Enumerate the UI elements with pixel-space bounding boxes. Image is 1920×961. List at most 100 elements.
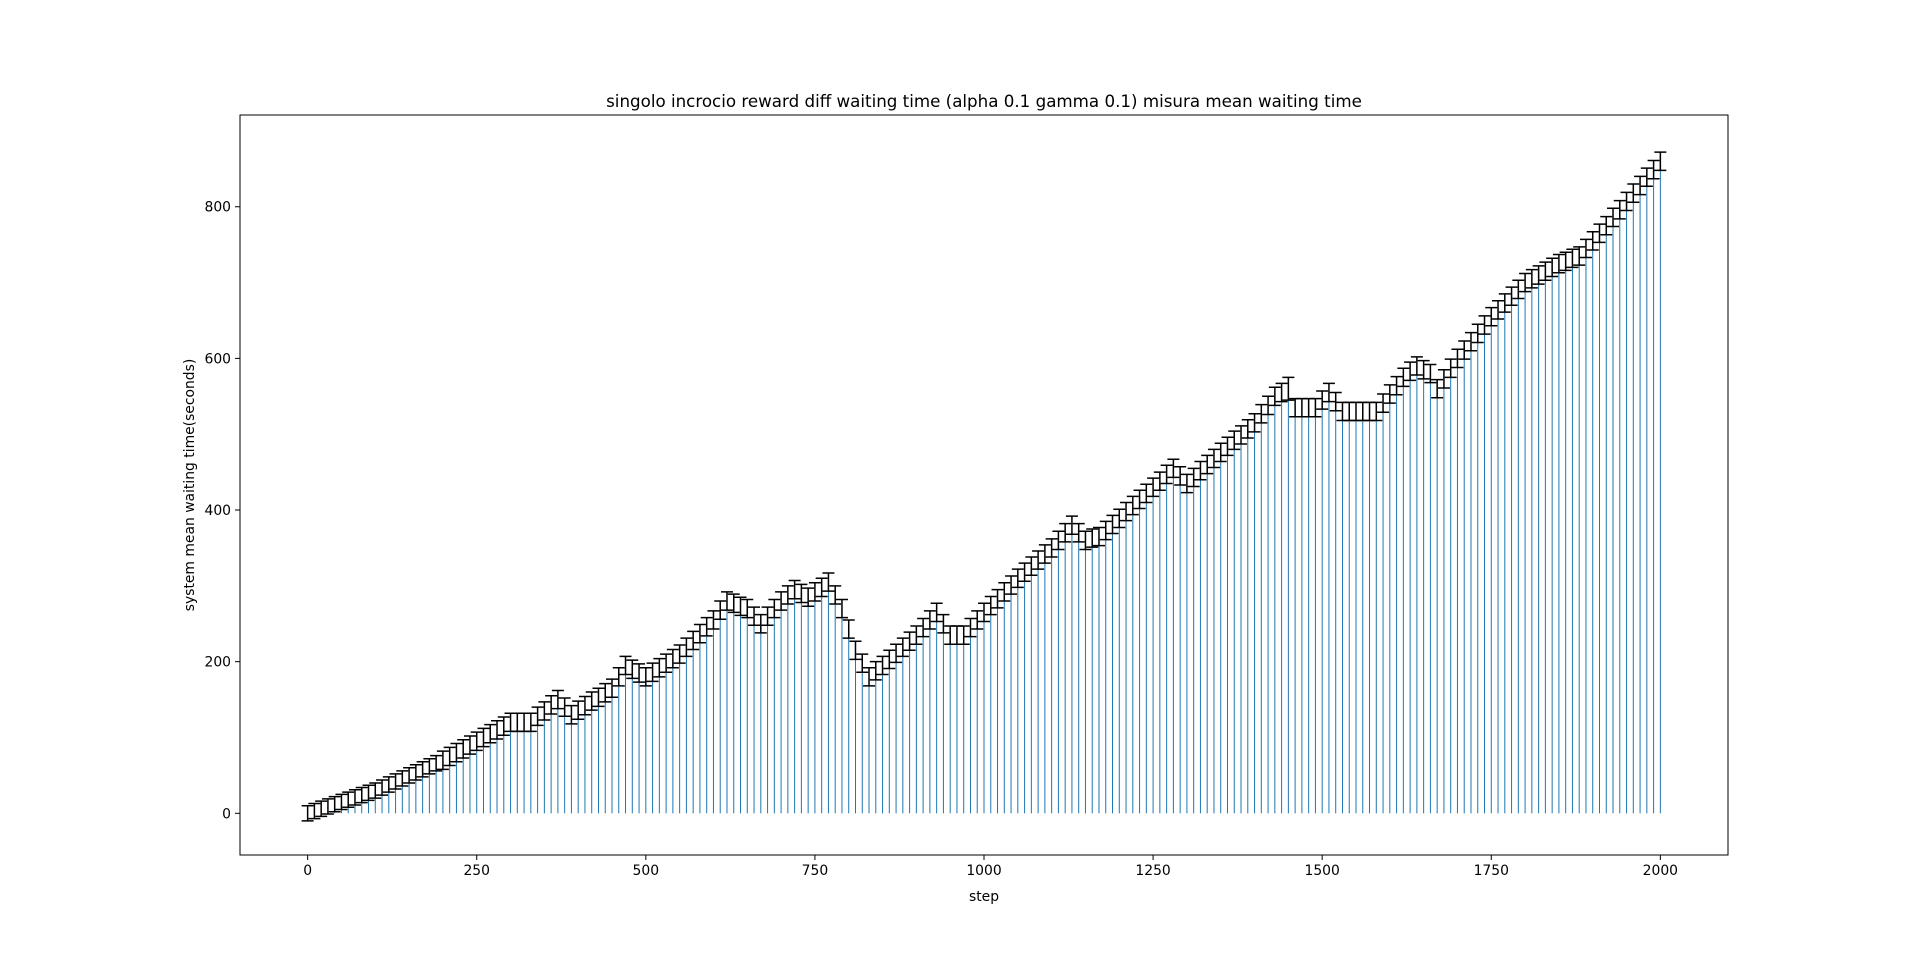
error-bar — [1410, 356, 1423, 376]
error-bar — [822, 572, 835, 592]
bar — [449, 756, 451, 814]
bar — [530, 722, 532, 814]
error-bar — [1471, 323, 1484, 344]
bar — [922, 627, 924, 814]
error-bar — [1444, 358, 1457, 379]
error-bar — [910, 625, 923, 645]
bar — [1355, 411, 1357, 814]
bar — [645, 676, 647, 814]
error-bar — [389, 773, 402, 790]
error-bar — [1634, 175, 1647, 196]
error-bar — [369, 782, 382, 799]
error-bar — [497, 716, 510, 736]
error-bar — [849, 640, 862, 661]
error-bar — [450, 742, 463, 763]
bar — [584, 705, 586, 814]
bar — [489, 733, 491, 814]
bar — [685, 647, 687, 814]
bar — [368, 792, 370, 814]
error-bar — [876, 655, 889, 676]
error-bar — [1180, 473, 1193, 494]
error-bar — [436, 750, 449, 771]
x-tick-label: 1750 — [1474, 863, 1509, 879]
bar — [692, 640, 694, 814]
error-bar — [1235, 425, 1248, 445]
error-bar — [653, 657, 666, 678]
bar — [834, 594, 836, 814]
bar — [422, 769, 424, 814]
error-bar — [741, 598, 754, 619]
error-bar — [1316, 390, 1329, 410]
error-bar — [416, 760, 429, 778]
error-bar — [971, 610, 984, 630]
bar — [1362, 411, 1364, 814]
error-bar — [1072, 522, 1085, 543]
error-bar — [1113, 508, 1126, 529]
bar — [1105, 530, 1107, 814]
bar — [1233, 440, 1235, 814]
bar — [1247, 428, 1249, 814]
bar — [929, 619, 931, 814]
error-bar — [470, 731, 483, 752]
error-bar — [1607, 207, 1620, 228]
bar — [807, 597, 809, 814]
error-bar — [1174, 466, 1187, 486]
error-bar — [1032, 550, 1045, 570]
error-bar — [1539, 261, 1552, 282]
error-bar — [396, 770, 409, 787]
bar — [712, 619, 714, 814]
bar — [1626, 201, 1628, 814]
bar — [381, 787, 383, 814]
bar — [455, 752, 457, 814]
error-bar — [457, 739, 470, 759]
bar — [726, 601, 728, 814]
bar — [1341, 411, 1343, 814]
error-bar — [335, 793, 348, 811]
bar — [1226, 446, 1228, 814]
error-bar — [693, 623, 706, 644]
bar — [1429, 373, 1431, 814]
error-bar — [883, 649, 896, 670]
x-tick-label: 250 — [463, 863, 490, 879]
error-bar — [355, 786, 368, 804]
bar — [773, 608, 775, 814]
error-bar — [660, 653, 673, 674]
bar — [942, 623, 944, 814]
bar — [1328, 392, 1330, 814]
error-bar — [1059, 522, 1072, 543]
error-bar — [1167, 458, 1180, 479]
bar — [1314, 407, 1316, 814]
bar — [543, 710, 545, 814]
error-bar — [639, 666, 652, 687]
bar — [523, 722, 525, 814]
bar — [442, 760, 444, 814]
bar — [1287, 388, 1289, 814]
error-bar — [321, 798, 334, 815]
error-bar — [1532, 265, 1545, 285]
error-bar — [1431, 378, 1444, 399]
x-axis-label: step — [969, 889, 999, 905]
error-bar — [423, 757, 436, 775]
bar — [611, 688, 613, 814]
error-bar — [863, 666, 876, 687]
bar — [462, 748, 464, 814]
error-bar — [1160, 464, 1173, 485]
error-bar — [1559, 251, 1572, 272]
bar — [557, 699, 559, 814]
error-bar — [1451, 348, 1464, 369]
bar — [408, 775, 410, 814]
bar — [401, 778, 403, 814]
x-tick-label: 0 — [303, 863, 312, 879]
bar — [1118, 518, 1120, 814]
bar — [597, 697, 599, 814]
bar — [1267, 405, 1269, 814]
error-bar — [903, 631, 916, 652]
error-bar — [680, 637, 693, 658]
error-bar — [666, 648, 679, 669]
error-bar — [991, 588, 1004, 609]
bar — [909, 641, 911, 814]
bar — [1544, 271, 1546, 814]
error-bar — [1207, 448, 1220, 469]
error-bar — [1309, 397, 1322, 418]
bar — [1490, 316, 1492, 814]
